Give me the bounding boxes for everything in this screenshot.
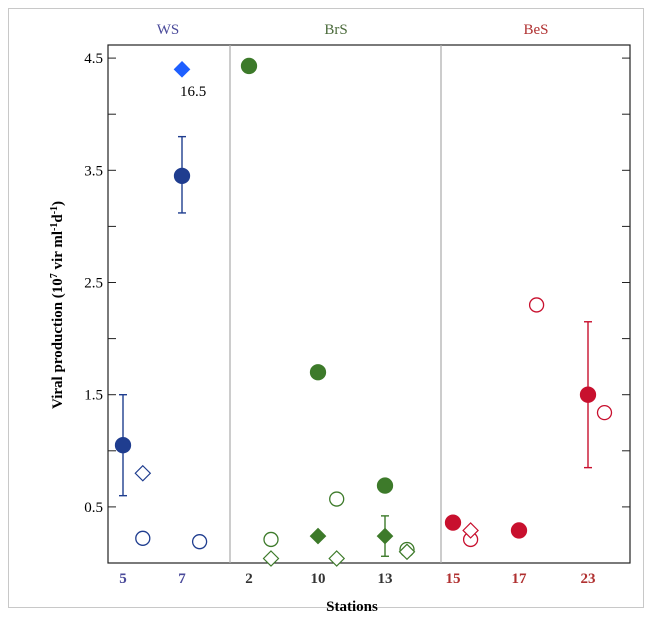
point-open-circle-2	[263, 531, 279, 548]
y-axis-ticks	[108, 57, 630, 508]
point-filled-circle-10	[309, 364, 327, 381]
station-label: 15	[446, 571, 461, 587]
station-label: 13	[378, 571, 393, 587]
point-open-circle-5	[135, 530, 151, 546]
point-open-circle-23	[596, 405, 613, 421]
station-labels: 5 7 2 10 13 15 17 23	[119, 571, 595, 587]
point-filled-diamond-10	[309, 527, 327, 545]
station-label: 2	[245, 571, 253, 587]
point-open-diamond-15	[462, 522, 479, 539]
point-filled-circle-2	[240, 57, 258, 75]
y-axis-title: Viral production (107 vir ml-1d-1)	[49, 201, 67, 409]
y-tick-label: 2.5	[84, 276, 103, 292]
region-labels: WS BrS BeS	[157, 22, 549, 38]
point-filled-circle-23	[579, 386, 597, 403]
x-axis-title: Stations	[326, 599, 378, 615]
chart-frame	[8, 8, 644, 608]
station-label: 5	[119, 571, 127, 587]
point-filled-circle-15	[444, 514, 462, 531]
region-label: BeS	[523, 22, 548, 38]
point-open-circle-7	[191, 534, 208, 550]
point-open-circle-17	[528, 297, 545, 313]
y-tick-label: 4.5	[84, 51, 103, 67]
station-label: 7	[178, 571, 186, 587]
region-label: BrS	[324, 22, 347, 38]
point-filled-circle-13	[376, 477, 394, 494]
point-open-diamond-2	[262, 550, 280, 567]
point-filled-diamond-13	[376, 527, 394, 545]
data-marks	[114, 57, 613, 567]
point-filled-diamond-7	[173, 60, 191, 78]
point-open-diamond-13	[398, 543, 416, 561]
annotation-label: 16.5	[180, 84, 206, 100]
station-label: 10	[311, 571, 326, 587]
point-open-diamond-10	[328, 550, 346, 567]
station-label: 17	[512, 571, 528, 587]
y-tick-label: 3.5	[84, 163, 103, 179]
plot-area	[107, 44, 631, 564]
y-axis-tick-labels: 0.5 1.5 2.5 3.5 4.5	[84, 51, 103, 516]
point-filled-circle-7	[173, 167, 191, 185]
y-tick-label: 0.5	[84, 500, 103, 516]
region-label: WS	[157, 22, 180, 38]
point-open-diamond-5	[134, 464, 152, 482]
point-filled-circle-5	[114, 437, 132, 454]
y-tick-label: 1.5	[84, 388, 103, 404]
point-filled-circle-17	[510, 522, 528, 539]
station-label: 23	[581, 571, 596, 587]
point-open-circle-10	[329, 491, 345, 507]
